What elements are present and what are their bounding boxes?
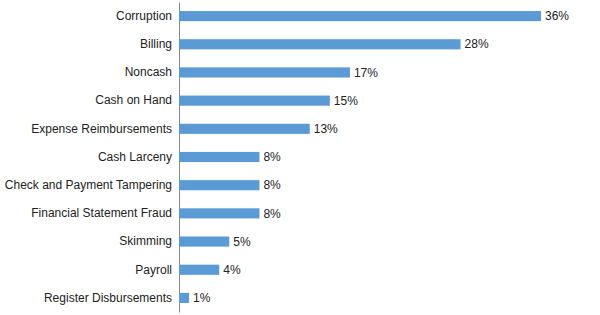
tick-label: Noncash [125, 65, 172, 79]
tick: Financial Statement Fraud [31, 206, 172, 220]
data-label: 17% [354, 66, 378, 80]
tick-label: Expense Reimbursements [31, 122, 172, 136]
bars [179, 11, 541, 303]
tick: Check and Payment Tampering [5, 178, 172, 192]
tick: Corruption [116, 9, 172, 23]
plot: Corruption Billing Noncash Cash on Hand Expe… [5, 3, 570, 313]
tick-label: Payroll [135, 263, 172, 277]
data-label: 36% [545, 9, 569, 23]
bar [179, 96, 330, 106]
tick-label: Financial Statement Fraud [31, 206, 172, 220]
tick-label: Corruption [116, 9, 172, 23]
data-label: 8% [263, 150, 281, 164]
tick-label: Register Disbursements [44, 291, 172, 305]
tick: Noncash [125, 65, 172, 79]
bar [179, 124, 310, 134]
bar [179, 293, 189, 303]
tick-label: Check and Payment Tampering [5, 178, 172, 192]
data-label: 1% [193, 291, 211, 305]
tick: Skimming [119, 234, 172, 248]
data-label: 13% [314, 122, 338, 136]
tick: Billing [140, 37, 172, 51]
y-axis: Corruption Billing Noncash Cash on Hand Expe… [5, 3, 180, 313]
data-labels: 36% 28% 17% 15% 13% 8% 8% 8% 5% 4% 1% [193, 9, 569, 305]
tick: Cash Larceny [98, 150, 172, 164]
tick-label: Billing [140, 37, 172, 51]
tick: Cash on Hand [95, 93, 172, 107]
tick-label: Skimming [119, 234, 172, 248]
bar [179, 11, 541, 21]
chart: Corruption Billing Noncash Cash on Hand Expe… [0, 0, 600, 315]
tick-label: Cash on Hand [95, 93, 172, 107]
tick: Register Disbursements [44, 291, 172, 305]
tick-label: Cash Larceny [98, 150, 172, 164]
data-label: 5% [233, 235, 251, 249]
bar [179, 208, 259, 218]
bar [179, 265, 219, 275]
data-label: 8% [263, 207, 281, 221]
bar [179, 67, 350, 77]
bar [179, 180, 259, 190]
data-label: 28% [465, 37, 489, 51]
tick: Payroll [135, 263, 172, 277]
data-label: 4% [223, 263, 241, 277]
tick: Expense Reimbursements [31, 122, 172, 136]
bar [179, 152, 259, 162]
bar [179, 39, 461, 49]
data-label: 8% [263, 178, 281, 192]
data-label: 15% [334, 94, 358, 108]
bar [179, 236, 229, 246]
